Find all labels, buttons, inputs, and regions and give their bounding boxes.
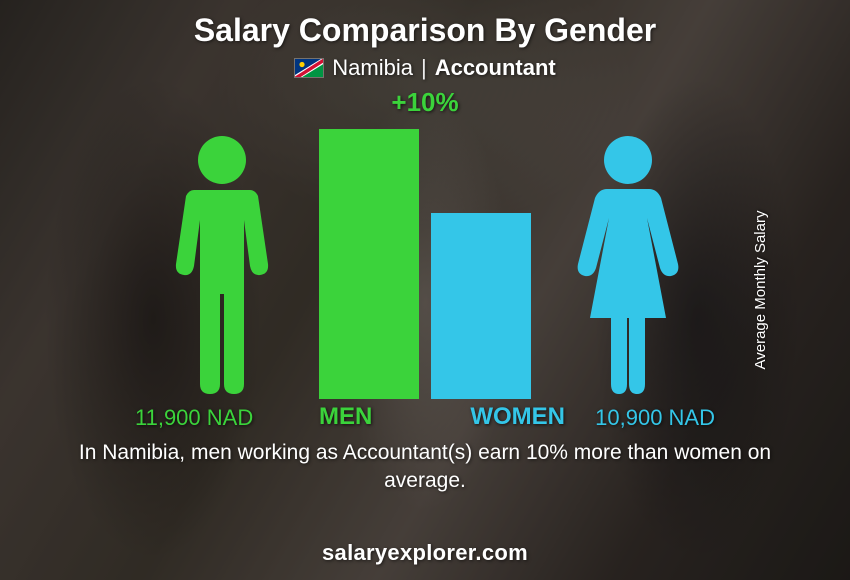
job-label: Accountant [435,55,556,81]
women-bar-label: WOMEN [470,403,565,431]
men-bar-label: MEN [319,403,372,431]
bars-group [319,129,531,399]
chart-area: +10% 11,900 NAD MEN WOMEN 10 [75,91,775,431]
bar-women [431,213,531,399]
country-label: Namibia [332,55,413,81]
men-salary-label: 11,900 NAD [135,405,253,431]
female-icon [573,134,683,399]
content-container: Salary Comparison By Gender Namibia | Ac… [0,0,850,580]
pct-diff-label: +10% [391,87,458,118]
male-icon [167,134,277,399]
footer-brand: salaryexplorer.com [322,540,528,566]
page-title: Salary Comparison By Gender [194,12,656,49]
description-text: In Namibia, men working as Accountant(s)… [75,439,775,496]
separator: | [421,55,427,81]
bar-men [319,129,419,399]
flag-icon [294,58,324,78]
women-salary-label: 10,900 NAD [595,405,715,431]
subtitle-row: Namibia | Accountant [294,55,555,81]
y-axis-label: Average Monthly Salary [752,211,769,370]
